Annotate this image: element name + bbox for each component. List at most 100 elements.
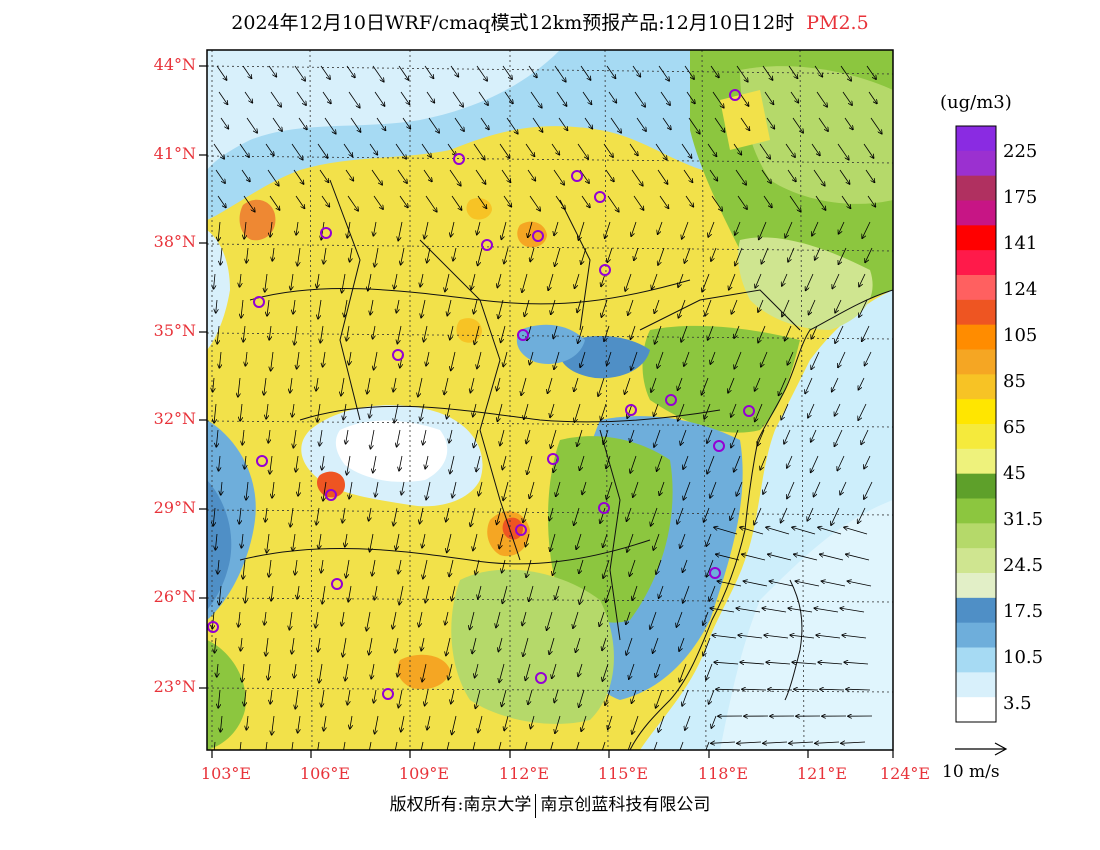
wind-arrow	[239, 507, 241, 524]
wind-arrow	[272, 481, 274, 498]
wind-arrow	[266, 403, 268, 419]
legend-swatch	[956, 324, 996, 350]
wind-arrow	[420, 507, 424, 524]
wind-arrow	[742, 554, 766, 561]
wind-arrow	[606, 65, 616, 78]
wind-arrow	[321, 559, 323, 573]
wind-arrow	[558, 117, 568, 130]
wind-arrow	[844, 117, 853, 130]
legend-label: 45	[1003, 463, 1026, 484]
wind-arrow	[584, 117, 592, 129]
wind-arrow	[708, 325, 714, 340]
wind-arrow	[742, 689, 767, 690]
wind-arrow	[610, 117, 621, 133]
wind-arrow	[373, 195, 383, 209]
wind-arrow	[425, 689, 429, 706]
city-marker	[594, 191, 606, 203]
city-marker	[382, 688, 394, 700]
wind-arrow	[213, 377, 214, 392]
wind-arrow	[599, 611, 605, 626]
wind-arrow	[526, 429, 531, 444]
map-frame	[206, 49, 894, 751]
wind-arrow	[395, 143, 406, 159]
wind-arrow	[500, 429, 505, 446]
wind-arrow	[470, 377, 475, 393]
wind-arrow	[838, 247, 847, 264]
city-marker	[532, 230, 544, 242]
wind-arrow	[217, 663, 218, 677]
wind-arrow	[346, 429, 348, 444]
wind-arrow	[498, 741, 502, 750]
wind-arrow	[322, 455, 324, 470]
wind-arrow	[712, 635, 737, 639]
legend-swatch	[956, 299, 996, 326]
legend-swatch	[956, 523, 996, 549]
wind-arrow	[318, 299, 322, 319]
wind-arrow	[503, 195, 511, 207]
wind-arrow	[627, 533, 634, 552]
wind-arrow	[238, 611, 240, 627]
wind-arrow	[866, 65, 876, 79]
wind-arrow	[291, 143, 303, 160]
legend-swatch	[956, 150, 996, 177]
wind-arrow	[657, 455, 663, 471]
wind-arrow	[602, 637, 607, 650]
lat-label: 41°N	[153, 144, 196, 163]
wind-arrow	[633, 195, 644, 210]
legend-swatch	[956, 250, 996, 276]
wind-arrow	[400, 91, 410, 104]
wind-arrow	[768, 554, 792, 561]
city-marker	[743, 405, 755, 417]
wind-arrow	[678, 377, 683, 390]
wind-arrow	[607, 247, 613, 262]
wind-arrow	[423, 559, 428, 579]
city-marker	[729, 89, 741, 101]
legend-label: 24.5	[1003, 555, 1044, 576]
legend-swatch	[956, 573, 996, 599]
wind-arrow	[861, 429, 869, 444]
wind-arrow	[298, 715, 300, 733]
wind-arrow	[451, 689, 455, 704]
legend-swatch	[956, 349, 996, 375]
wind-arrow	[420, 403, 425, 421]
wind-arrow	[530, 351, 534, 365]
wind-arrow	[738, 635, 763, 639]
wind-arrow	[553, 169, 564, 185]
wind-arrow	[349, 481, 353, 499]
wind-arrow	[425, 195, 437, 212]
wind-arrow	[270, 689, 272, 704]
wind-arrow	[422, 663, 427, 682]
wind-arrow	[579, 559, 584, 573]
wind-arrow	[555, 715, 561, 733]
wind-arrow	[497, 403, 503, 421]
wind-arrow	[426, 481, 431, 500]
wind-arrow	[528, 65, 537, 78]
wind-arrow	[796, 581, 820, 587]
wind-arrow	[788, 608, 813, 613]
wind-arrow	[345, 169, 353, 181]
wind-arrow	[398, 221, 403, 241]
wind-arrow	[658, 221, 663, 234]
wind-arrow	[213, 507, 215, 526]
wind-arrow	[684, 351, 690, 366]
wind-arrow	[239, 143, 249, 157]
wind-arrow	[792, 662, 817, 664]
city-marker	[453, 153, 465, 165]
city-marker	[599, 264, 611, 276]
wind-arrow	[655, 143, 667, 160]
wind-arrow	[820, 554, 844, 561]
wind-arrow	[631, 169, 643, 186]
lon-label: 112°E	[498, 764, 550, 783]
wind-arrow	[323, 481, 327, 501]
wind-arrow	[555, 195, 565, 209]
wind-arrow	[322, 91, 331, 104]
city-marker	[515, 524, 527, 536]
wind-arrow	[245, 585, 247, 603]
legend-swatch	[956, 647, 996, 673]
wind-arrow	[709, 169, 717, 181]
wind-arrow	[578, 221, 585, 240]
wind-arrow	[240, 273, 242, 287]
wind-arrow	[324, 715, 326, 731]
copyright-right: 南京创蓝科技有限公司	[540, 795, 711, 815]
wind-arrow	[576, 637, 581, 652]
